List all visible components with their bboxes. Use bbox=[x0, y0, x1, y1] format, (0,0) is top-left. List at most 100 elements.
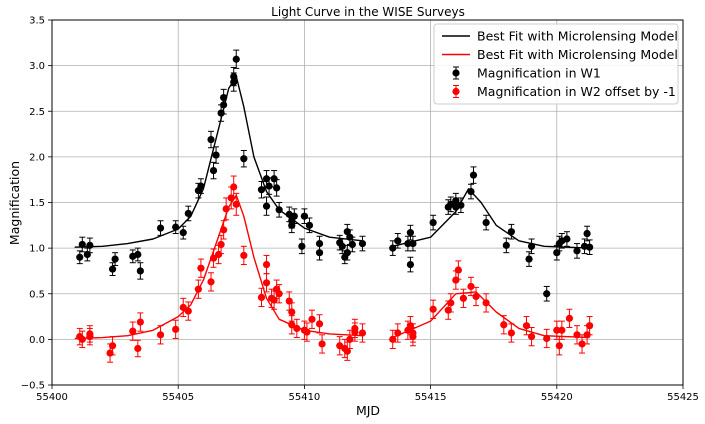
w1-marker bbox=[507, 228, 515, 236]
w1-point bbox=[315, 244, 324, 261]
w1-point bbox=[184, 205, 192, 222]
w1-marker bbox=[273, 184, 281, 192]
legend-item: Best Fit with Microlensing Model bbox=[442, 47, 678, 62]
w1-point bbox=[207, 130, 215, 149]
w2-marker bbox=[409, 329, 417, 337]
w1-point bbox=[343, 244, 351, 261]
w2-point bbox=[553, 320, 561, 340]
w2-marker bbox=[214, 250, 223, 259]
w1-point bbox=[507, 223, 515, 240]
w1-marker bbox=[240, 155, 248, 163]
w2-marker bbox=[472, 292, 480, 301]
w2-marker bbox=[275, 290, 283, 298]
w2-marker bbox=[394, 329, 402, 337]
w2-marker bbox=[134, 344, 142, 353]
legend-item: Best Fit with Microlensing Model bbox=[442, 29, 678, 44]
w2-point bbox=[217, 234, 225, 255]
w1-marker bbox=[358, 239, 367, 248]
legend-label: Magnification in W2 offset by -1 bbox=[477, 84, 676, 99]
w1-marker bbox=[502, 241, 510, 249]
x-tick-label: 55425 bbox=[667, 392, 699, 403]
legend: Best Fit with Microlensing Model Best Fit… bbox=[433, 23, 679, 105]
w2-marker bbox=[586, 322, 594, 330]
w1-point bbox=[452, 192, 460, 209]
w2-marker bbox=[207, 278, 215, 286]
w2-marker bbox=[351, 324, 359, 333]
w2-marker bbox=[220, 226, 228, 234]
w1-marker bbox=[452, 197, 460, 205]
w2-marker bbox=[303, 328, 311, 336]
w2-point bbox=[207, 272, 215, 292]
w1-marker bbox=[394, 237, 402, 245]
w1-marker bbox=[136, 267, 144, 275]
w1-marker bbox=[134, 250, 142, 259]
w2-marker bbox=[288, 308, 296, 316]
legend-label: Magnification in W1 bbox=[477, 66, 601, 81]
w2-point bbox=[136, 312, 144, 332]
x-tick-label: 55415 bbox=[415, 392, 447, 403]
w1-marker bbox=[457, 201, 465, 209]
w1-marker bbox=[527, 242, 536, 250]
w1-point bbox=[76, 250, 84, 265]
w1-marker bbox=[270, 175, 278, 183]
w1-point bbox=[156, 220, 165, 236]
w2-marker bbox=[447, 299, 455, 307]
w1-point bbox=[136, 262, 144, 280]
w2-point bbox=[78, 330, 86, 349]
w1-point bbox=[300, 208, 308, 224]
legend-label: Best Fit with Microlensing Model bbox=[477, 29, 678, 44]
w2-point bbox=[472, 286, 480, 307]
w1-marker bbox=[262, 175, 271, 183]
w2-point bbox=[527, 327, 536, 347]
w1-marker bbox=[262, 202, 271, 210]
w2-marker bbox=[222, 205, 230, 213]
w1-marker bbox=[172, 223, 180, 231]
w2-marker bbox=[573, 331, 581, 339]
w2-point bbox=[543, 328, 551, 349]
w2-point bbox=[288, 302, 296, 322]
w1-point bbox=[78, 236, 86, 253]
legend-item: Magnification in W1 bbox=[452, 66, 601, 81]
w2-marker bbox=[136, 318, 144, 326]
w2-marker bbox=[452, 276, 460, 284]
w1-marker bbox=[184, 209, 192, 218]
w1-point bbox=[469, 166, 478, 184]
w2-point bbox=[522, 316, 531, 336]
w2-marker bbox=[318, 340, 326, 348]
y-tick-label: 0.5 bbox=[29, 289, 45, 300]
w1-marker bbox=[338, 242, 346, 250]
x-tick-label: 55405 bbox=[162, 392, 194, 403]
w1-point bbox=[358, 235, 367, 252]
w2-point bbox=[209, 248, 218, 268]
w1-marker bbox=[563, 235, 571, 243]
w2-marker bbox=[553, 326, 561, 334]
w2-point bbox=[232, 192, 240, 216]
w2-point bbox=[467, 276, 475, 297]
w2-point bbox=[108, 336, 117, 356]
w2-point bbox=[351, 318, 359, 339]
w2-marker bbox=[262, 279, 271, 287]
w1-point bbox=[232, 49, 240, 69]
w2-marker bbox=[232, 200, 240, 208]
w1-marker bbox=[217, 109, 225, 117]
w1-marker bbox=[573, 247, 581, 255]
w1-marker bbox=[209, 166, 218, 175]
w1-point bbox=[429, 214, 437, 231]
w2-marker bbox=[389, 335, 397, 343]
w1-point bbox=[273, 179, 281, 197]
legend-item: Magnification in W2 offset by -1 bbox=[452, 84, 676, 99]
w2-marker bbox=[78, 335, 86, 343]
w2-marker bbox=[358, 329, 367, 337]
w2-point bbox=[315, 314, 324, 334]
y-tick-label: 3.0 bbox=[29, 61, 45, 72]
w1-marker bbox=[111, 255, 119, 263]
y-tick-label: 3.5 bbox=[29, 16, 45, 27]
w2-marker bbox=[108, 342, 117, 350]
w1-point bbox=[394, 233, 402, 249]
y-tick-label: −0.5 bbox=[21, 381, 45, 392]
w1-point bbox=[240, 149, 248, 168]
w2-marker bbox=[129, 327, 137, 335]
w1-marker bbox=[156, 224, 165, 232]
w2-marker bbox=[172, 325, 180, 333]
w2-point bbox=[257, 287, 266, 308]
